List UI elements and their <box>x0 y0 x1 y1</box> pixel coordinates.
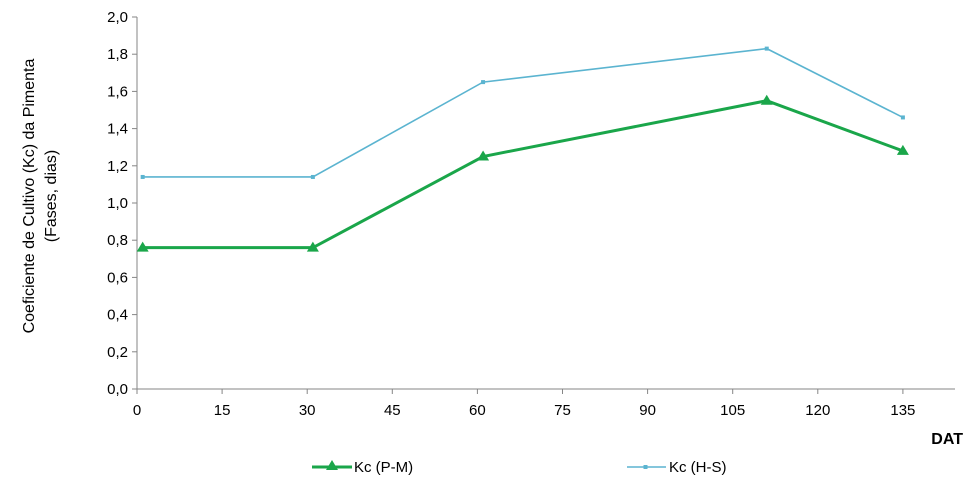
x-tick-label: 45 <box>384 402 401 419</box>
x-tick-label: 0 <box>133 402 141 419</box>
data-point-triangle <box>760 94 773 105</box>
series-line <box>142 99 904 250</box>
y-tick-label: 0,8 <box>107 232 128 249</box>
x-tick-label: 15 <box>214 402 231 419</box>
legend-item-kc-hs: Kc (H-S) <box>627 459 727 476</box>
x-tick-label: 75 <box>554 402 571 419</box>
y-tick-label: 2,0 <box>107 9 128 26</box>
x-tick-label: 120 <box>805 402 830 419</box>
x-tick-label: 135 <box>890 402 915 419</box>
y-axis-title-line-2: (Fases, dias) <box>43 150 60 242</box>
y-tick-label: 1,0 <box>107 195 128 212</box>
data-point-triangle <box>136 241 149 252</box>
x-tick-label: 60 <box>469 402 486 419</box>
axes: 0,0 0,2 0,4 0,6 0,8 1,0 1,2 1,4 1,6 1,8 2,0 0 15 30 45… <box>107 9 955 419</box>
legend-label-kc-pm: Kc (P-M) <box>354 459 413 476</box>
y-axis-title-line-1: Coeficiente de Cultivo (Kc) da Pimenta <box>21 59 38 334</box>
data-point-triangle <box>477 150 490 161</box>
data-point-square <box>900 115 905 120</box>
y-tick-label: 0,4 <box>107 307 128 324</box>
y-tick-label: 0,2 <box>107 344 128 361</box>
series-line <box>142 47 904 178</box>
y-tick-label: 1,2 <box>107 158 128 175</box>
legend: Kc (P-M) Kc (H-S) <box>312 459 727 476</box>
series-layer <box>136 46 909 252</box>
legend-item-kc-pm: Kc (P-M) <box>312 459 413 476</box>
legend-square-marker-icon <box>643 465 648 469</box>
x-axis-title: DAT <box>931 431 963 448</box>
data-point-square <box>481 80 486 85</box>
series-kc-hs <box>140 46 905 179</box>
y-tick-label: 0,0 <box>107 381 128 398</box>
x-tick-label: 105 <box>720 402 745 419</box>
data-point-triangle <box>896 144 909 155</box>
legend-label-kc-hs: Kc (H-S) <box>669 459 727 476</box>
legend-triangle-marker-icon <box>326 460 338 470</box>
data-point-square <box>310 174 315 179</box>
series-kc-pm <box>136 94 909 252</box>
data-point-square <box>764 46 769 51</box>
y-tick-label: 1,8 <box>107 46 128 63</box>
x-tick-label: 90 <box>639 402 656 419</box>
x-tick-label: 30 <box>299 402 316 419</box>
data-point-triangle <box>306 241 319 252</box>
data-point-square <box>140 174 145 179</box>
y-tick-label: 0,6 <box>107 269 128 286</box>
y-tick-label: 1,4 <box>107 121 128 138</box>
y-tick-label: 1,6 <box>107 83 128 100</box>
